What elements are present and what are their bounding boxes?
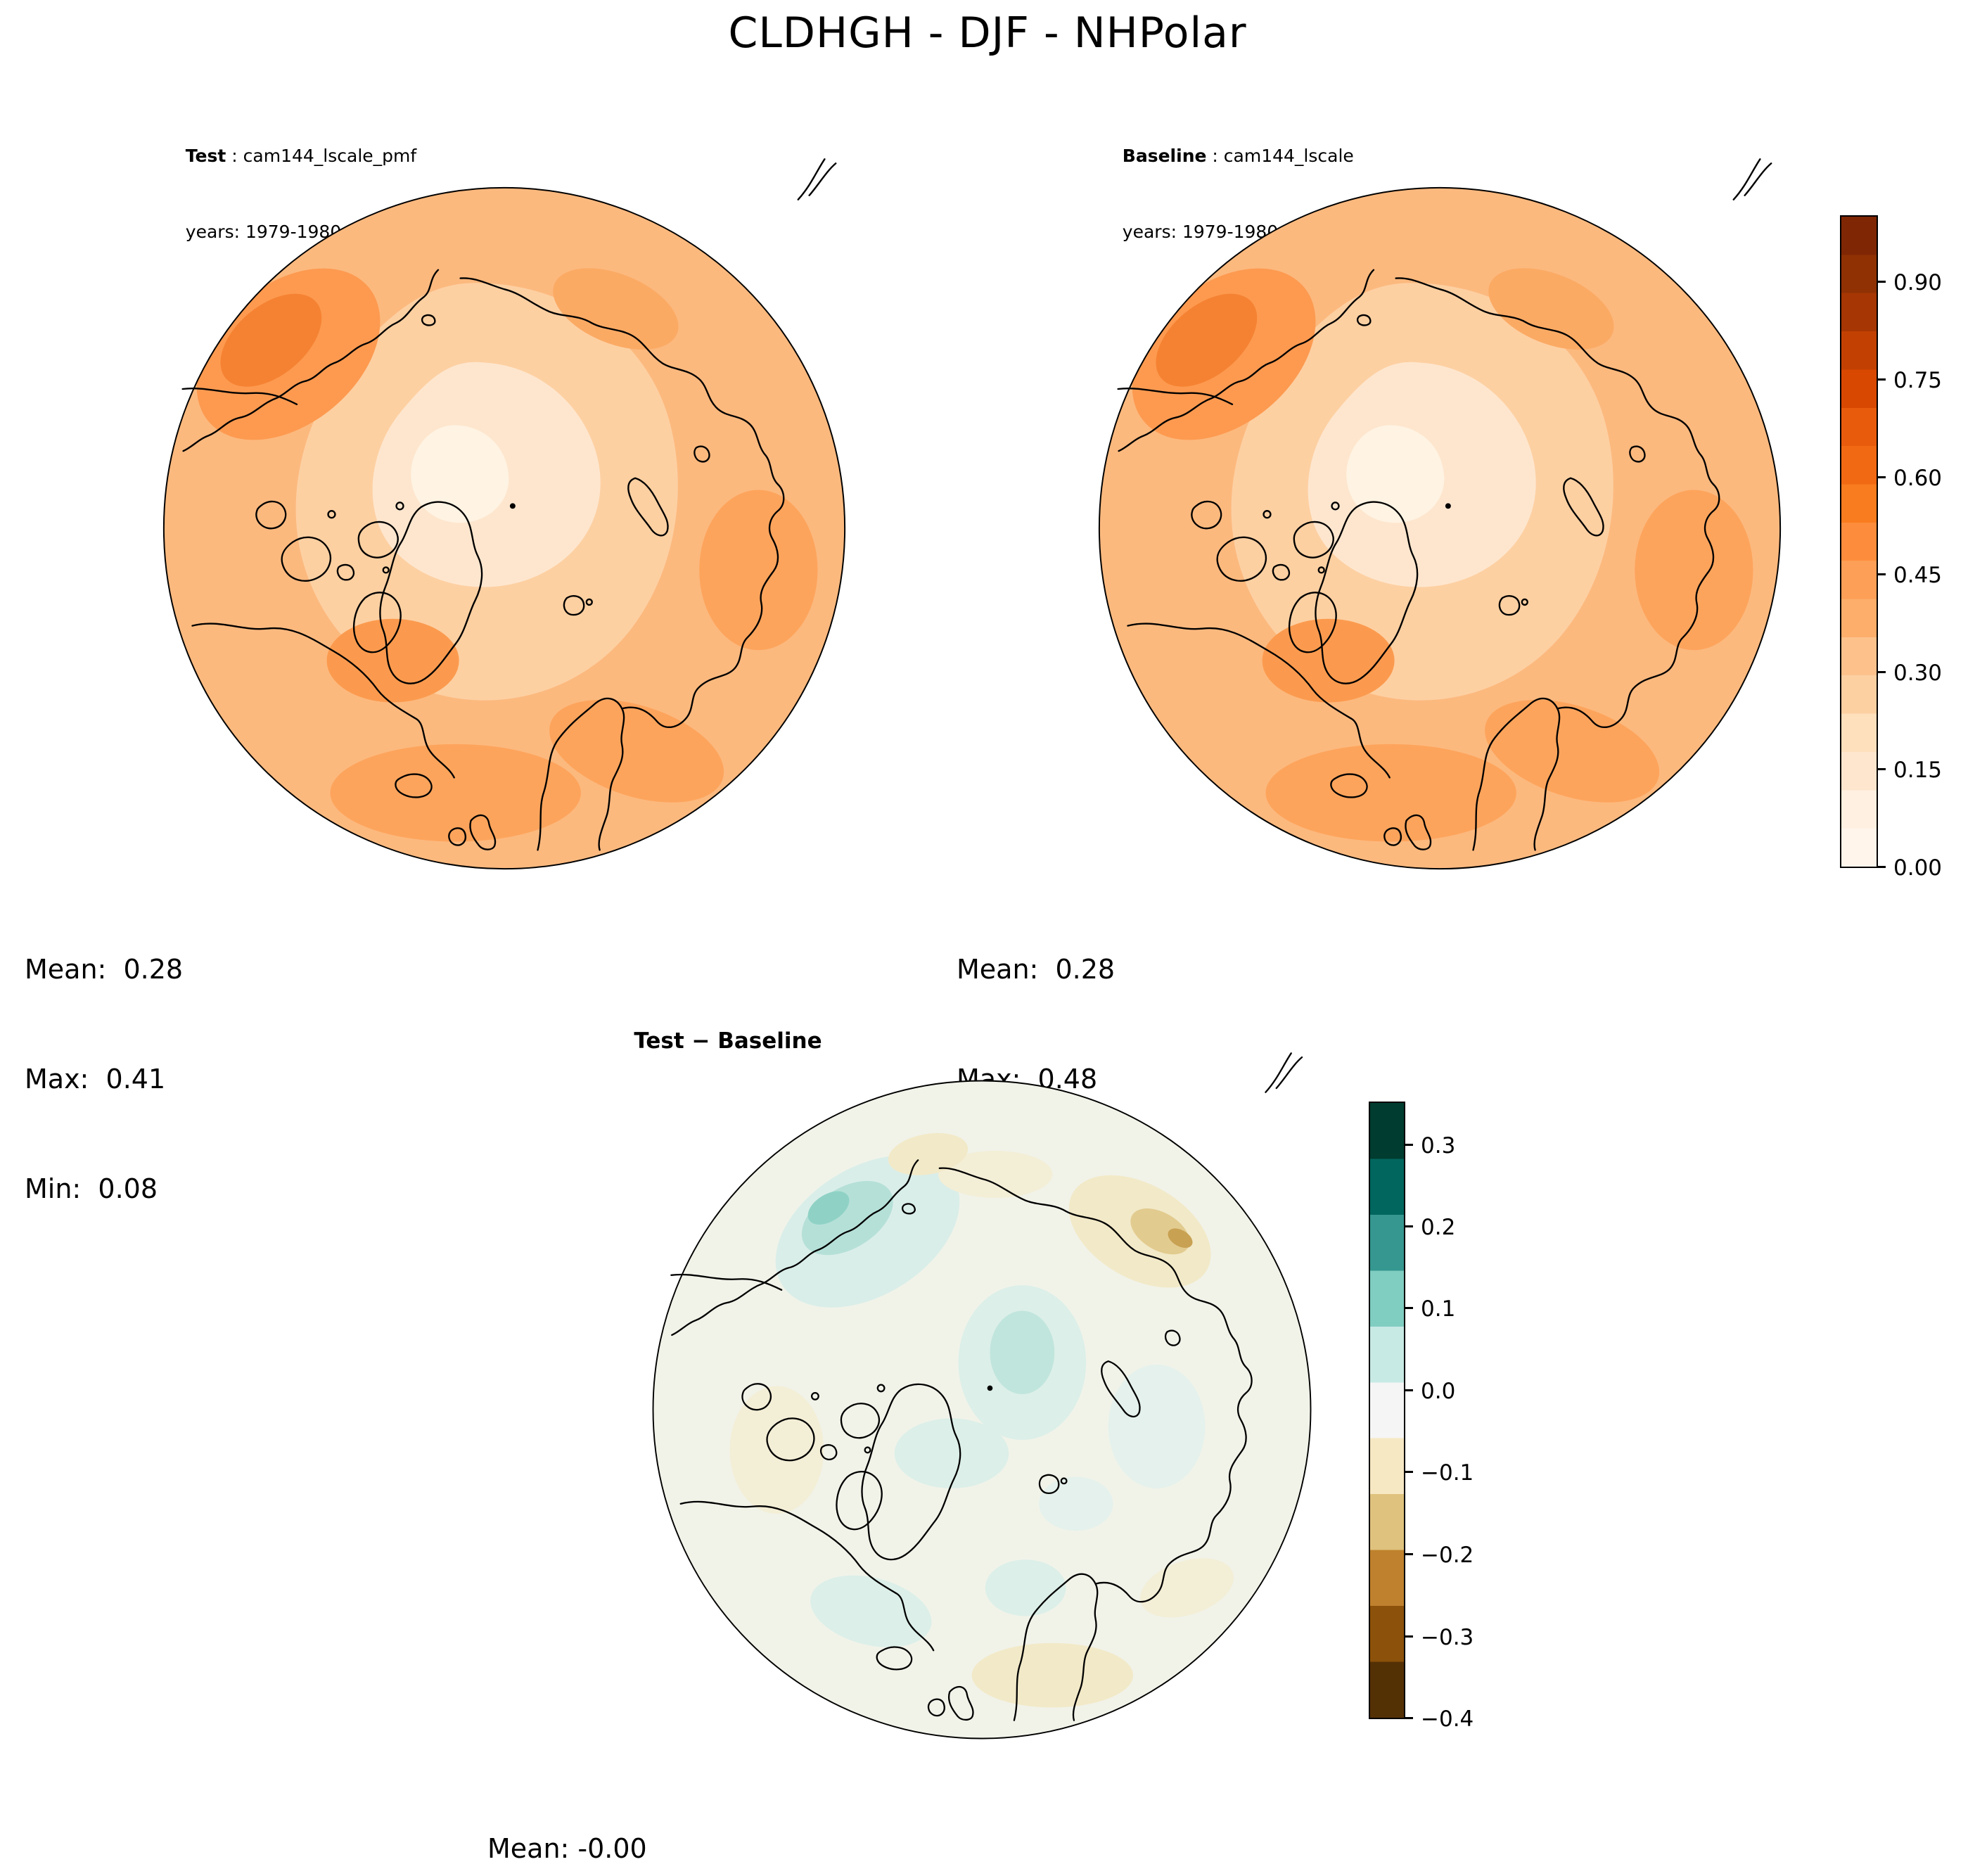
colorbar-tick-label: 0.60 xyxy=(1893,465,1943,491)
colorbar-tick-label: 0.3 xyxy=(1421,1132,1456,1159)
colorbar-tick-label: 0.2 xyxy=(1421,1214,1456,1240)
main-colorbar: 0.90 0.75 0.60 0.45 0.30 0.15 0.00 xyxy=(1840,215,1942,881)
colorbar-tick-label: 0.30 xyxy=(1893,660,1943,686)
baseline-panel-label-name: Baseline xyxy=(1122,146,1207,166)
diff-stats: Mean: -0.00 Max: 0.15 Min: -0.12 xyxy=(487,1757,647,1876)
colorbar-tick-label: −0.3 xyxy=(1421,1624,1474,1650)
figure-title: CLDHGH - DJF - NHPolar xyxy=(728,8,1247,58)
colorbar-tick: 0.45 xyxy=(1877,563,1942,588)
diff-colorbar: 0.3 0.2 0.1 0.0 −0.1 −0.2 −0.3 −0.4 xyxy=(1369,1102,1474,1732)
colorbar-tick: 0.3 xyxy=(1404,1133,1455,1159)
test-panel-label-name: Test xyxy=(185,146,226,166)
colorbar-tick-label: 0.90 xyxy=(1893,270,1943,296)
colorbar-tick-label: 0.45 xyxy=(1893,563,1943,589)
colorbar-tick: 0.15 xyxy=(1877,758,1942,783)
colorbar-tick: −0.1 xyxy=(1404,1460,1474,1486)
diff-stat-mean: Mean: -0.00 xyxy=(487,1833,647,1864)
test-stat-min: Min: 0.08 xyxy=(25,1173,158,1204)
colorbar-tick: 0.30 xyxy=(1877,661,1942,686)
test-stat-mean: Mean: 0.28 xyxy=(25,954,184,985)
colorbar-tick: 0.90 xyxy=(1877,270,1942,295)
baseline-stat-mean: Mean: 0.28 xyxy=(957,954,1116,985)
colorbar-tick: 0.00 xyxy=(1877,855,1942,881)
colorbar-tick: 0.75 xyxy=(1877,368,1942,393)
test-map-boundary xyxy=(162,186,846,870)
diff-panel-title: Test − Baseline xyxy=(634,1028,822,1054)
test-map-rim-coast xyxy=(797,158,837,200)
colorbar-tick: −0.2 xyxy=(1404,1543,1474,1568)
colorbar-tick-label: 0.0 xyxy=(1421,1379,1456,1405)
test-stats: Mean: 0.28 Max: 0.41 Min: 0.08 xyxy=(25,878,183,1280)
baseline-panel-label-sep: : xyxy=(1206,146,1224,166)
colorbar-tick-label: 0.00 xyxy=(1893,855,1943,881)
test-panel-label: Test : cam144_lscale_pmf years: 1979-198… xyxy=(163,118,416,270)
test-stat-max: Max: 0.41 xyxy=(25,1064,166,1095)
colorbar-tick-label: 0.75 xyxy=(1893,368,1943,393)
diff-map-rim-coast xyxy=(1265,1052,1303,1093)
baseline-map-boundary xyxy=(1098,186,1782,870)
diff-map xyxy=(652,1052,1312,1740)
colorbar-tick-label: −0.1 xyxy=(1421,1460,1474,1486)
baseline-map-rim-coast xyxy=(1732,158,1772,200)
colorbar-tick: 0.2 xyxy=(1404,1215,1455,1240)
colorbar-tick-label: −0.4 xyxy=(1421,1706,1474,1732)
test-panel-label-run: cam144_lscale_pmf xyxy=(243,146,417,166)
baseline-panel-label-run: cam144_lscale xyxy=(1223,146,1354,166)
colorbar-tick: 0.0 xyxy=(1404,1379,1455,1404)
colorbar-tick-label: 0.15 xyxy=(1893,758,1943,784)
test-map xyxy=(162,158,846,870)
colorbar-tick: 0.1 xyxy=(1404,1296,1455,1322)
colorbar-tick-label: −0.2 xyxy=(1421,1542,1474,1568)
colorbar-tick: −0.3 xyxy=(1404,1625,1474,1650)
test-panel-label-sep: : xyxy=(226,146,243,166)
colorbar-tick: 0.60 xyxy=(1877,466,1942,491)
diff-map-boundary xyxy=(652,1080,1312,1740)
baseline-map xyxy=(1098,158,1782,870)
colorbar-tick-label: 0.1 xyxy=(1421,1296,1456,1322)
colorbar-tick: −0.4 xyxy=(1404,1706,1474,1732)
